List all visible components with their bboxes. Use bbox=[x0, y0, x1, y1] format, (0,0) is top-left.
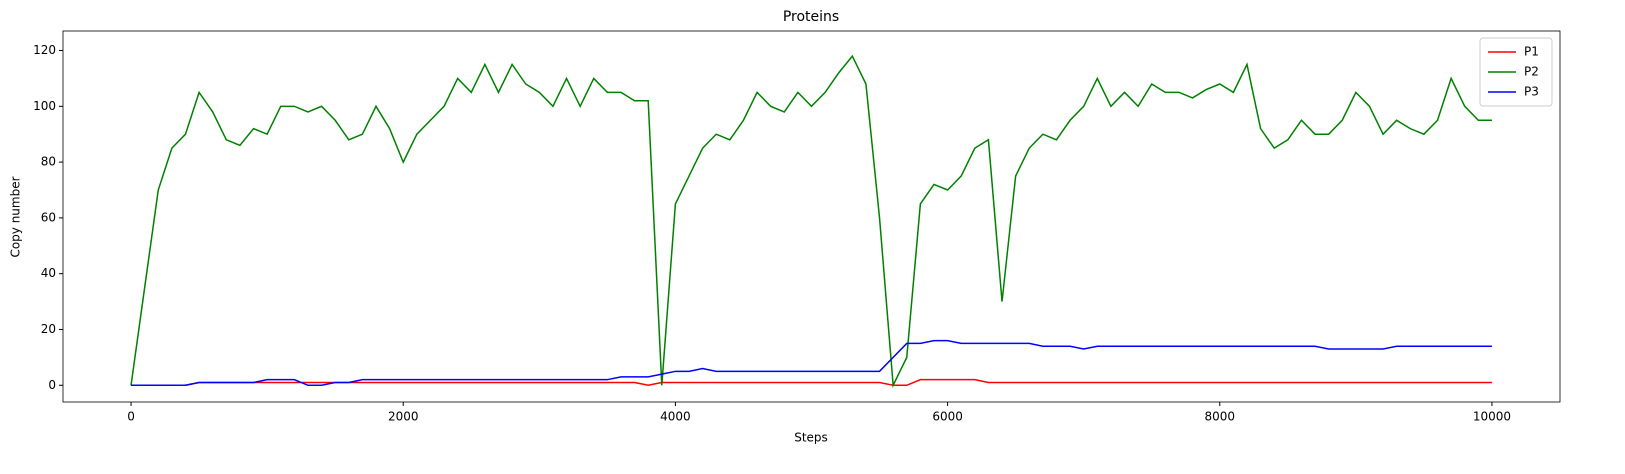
y-tick-label: 100 bbox=[33, 99, 56, 113]
series-line bbox=[131, 339, 1492, 387]
series-line bbox=[131, 378, 1492, 387]
legend-label: P2 bbox=[1524, 65, 1539, 79]
x-tick-label: 10000 bbox=[1473, 410, 1511, 424]
y-tick-label: 0 bbox=[48, 378, 56, 392]
y-tick-label: 20 bbox=[41, 322, 56, 336]
y-tick-label: 120 bbox=[33, 43, 56, 57]
y-tick-label: 80 bbox=[41, 155, 56, 169]
x-tick-label: 6000 bbox=[932, 410, 963, 424]
x-axis-label: Steps bbox=[794, 431, 828, 445]
y-axis-label: Copy number bbox=[9, 176, 23, 257]
plot-frame bbox=[62, 30, 1561, 403]
legend-label: P3 bbox=[1524, 85, 1539, 99]
x-tick-label: 4000 bbox=[660, 410, 691, 424]
x-tick-label: 2000 bbox=[388, 410, 419, 424]
y-tick-label: 40 bbox=[41, 266, 56, 280]
x-tick-label: 0 bbox=[127, 410, 135, 424]
y-tick-label: 60 bbox=[41, 210, 56, 224]
x-tick-label: 8000 bbox=[1204, 410, 1235, 424]
series-line bbox=[130, 54, 1492, 389]
chart-title: Proteins bbox=[783, 9, 839, 25]
legend-label: P1 bbox=[1524, 45, 1539, 59]
